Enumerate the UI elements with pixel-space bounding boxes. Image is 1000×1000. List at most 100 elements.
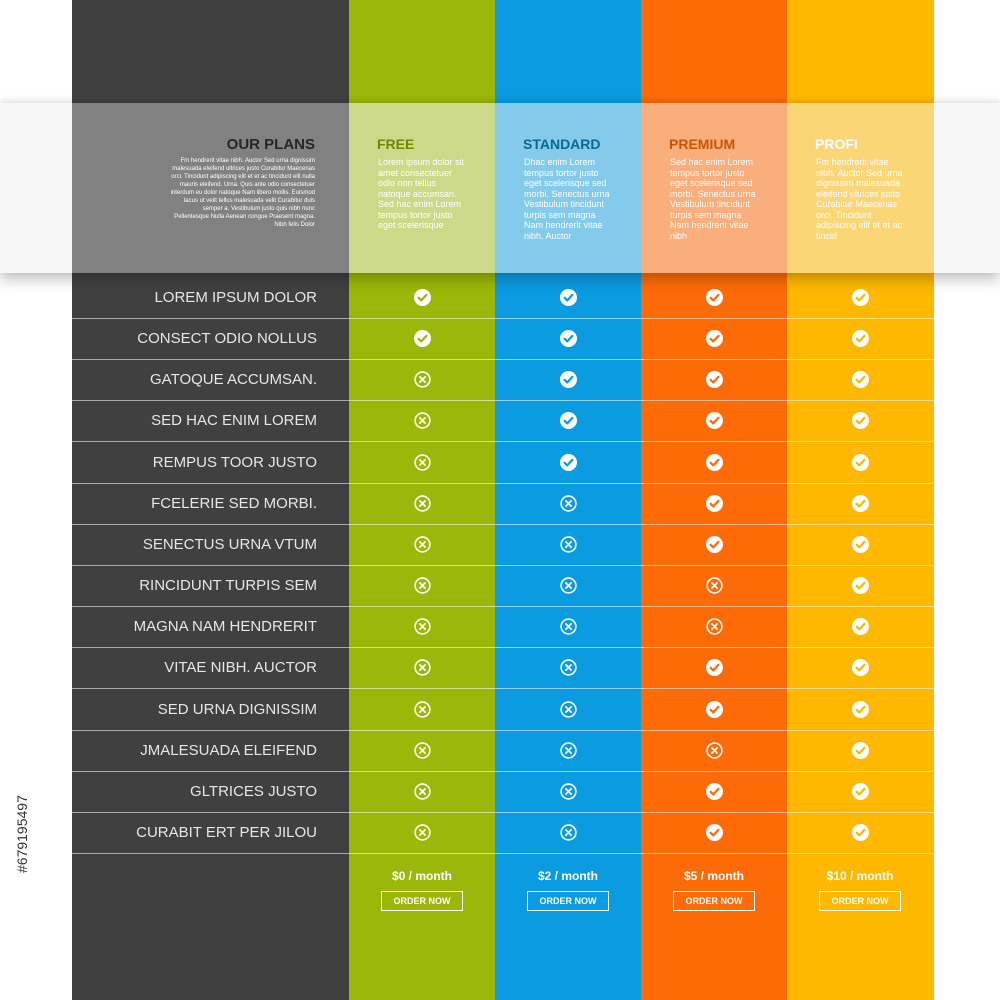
cross-icon [413,577,431,594]
cross-icon [559,536,577,553]
feature-cell-profi [787,442,933,483]
feature-cell-free [349,524,495,565]
plan-description-profi: Fm hendrerit vitae nibh. Auctor Sed urna… [816,157,903,241]
check-icon [559,330,577,348]
plan-name-standard: STANDARD [523,136,601,152]
order-now-button-standard[interactable]: ORDER NOW [527,891,609,911]
check-icon [851,782,869,800]
feature-label: CONSECT ODIO NOLLUS [137,330,317,348]
feature-label: LOREM IPSUM DOLOR [154,289,317,306]
order-now-button-premium[interactable]: ORDER NOW [673,891,755,911]
feature-cell-standard [495,277,641,318]
cross-icon [413,371,431,388]
plan-description-free: Lorem ipsum dolor sit amet consectetuer … [378,157,465,230]
cross-icon [559,700,577,718]
check-icon [559,453,577,471]
order-now-button-free[interactable]: ORDER NOW [381,891,463,911]
cross-icon [705,618,723,635]
plan-header-profi: PROFI Fm hendrerit vitae nibh. Auctor Se… [787,103,934,273]
cross-icon [413,741,431,759]
feature-cell-premium [641,730,787,771]
plan-header-standard: STANDARD Dhac enim Lorem tempus tortor j… [495,103,641,273]
plan-description-premium: Sed hac enim Lorem tempus tortor justo e… [670,157,756,241]
cross-icon [413,495,431,512]
feature-cell-standard [495,524,641,565]
order-now-button-profi[interactable]: ORDER NOW [819,891,901,911]
feature-cell-premium [641,318,787,359]
check-icon [851,700,869,718]
feature-cell-profi [787,318,933,359]
check-icon [559,289,577,306]
check-icon [851,577,869,595]
plan-name-free: FREE [377,136,415,152]
feature-cell-standard [495,483,641,524]
table-row: GLTRICES JUSTO [72,771,934,813]
feature-cell-free [349,318,495,359]
feature-cell-premium [641,689,787,730]
feature-cell-free [349,730,495,771]
feature-cell-standard [495,647,641,688]
feature-label: GATOQUE ACCUMSAN. [150,371,317,389]
feature-cell-standard [495,812,641,853]
cross-icon [413,783,431,800]
feature-label: CURABIT ERT PER JILOU [136,823,317,841]
feature-cell-premium [641,442,787,483]
feature-label: SED URNA DIGNISSIM [157,700,317,718]
feature-label: FCELERIE SED MORBI. [151,494,317,512]
cross-icon [559,618,577,635]
plan-name-premium: PREMIUM [669,136,736,152]
table-row: RINCIDUNT TURPIS SEM [72,565,934,608]
plans-header-band: OUR PLANS Fm hendrerit vitae nibh. Aucto… [0,103,1000,273]
check-icon [851,412,869,430]
check-icon [705,371,723,389]
cross-icon [413,659,431,677]
our-plans-title: OUR PLANS [226,136,315,153]
check-icon [705,535,723,553]
feature-label: SED HAC ENIM LOREM [151,412,317,430]
cross-icon [413,618,431,635]
check-icon [851,289,869,306]
feature-cell-profi [787,565,933,606]
feature-cell-profi [787,277,933,318]
stock-id-label: #679195497 [14,795,30,873]
check-icon [705,659,723,677]
cross-icon [559,659,577,677]
check-icon [851,659,869,677]
check-icon [705,412,723,430]
feature-cell-free [349,400,495,441]
feature-cell-standard [495,771,641,812]
plan-description-standard: Dhac enim Lorem tempus tortor justo eget… [524,157,610,241]
table-row: SENECTUS URNA VTUM [72,524,934,566]
check-icon [851,741,869,759]
cross-icon [413,453,431,471]
feature-cell-premium [641,771,787,812]
feature-cell-free [349,483,495,524]
feature-cell-standard [495,359,641,400]
feature-cell-profi [787,689,933,730]
table-row: SED HAC ENIM LOREM [72,400,934,443]
cross-icon [559,495,577,512]
check-icon [851,823,869,841]
table-row: CONSECT ODIO NOLLUS [72,318,934,361]
feature-cell-standard [495,730,641,771]
feature-cell-premium [641,483,787,524]
check-icon [851,535,869,553]
cross-icon [413,536,431,553]
feature-cell-profi [787,606,933,647]
cross-icon [413,700,431,718]
our-plans-header: OUR PLANS Fm hendrerit vitae nibh. Aucto… [72,103,349,273]
check-icon [413,289,431,306]
feature-cell-standard [495,318,641,359]
feature-cell-premium [641,647,787,688]
feature-cell-free [349,689,495,730]
table-row: JMALESUADA ELEIFEND [72,730,934,772]
plan-header-premium: PREMIUM Sed hac enim Lorem tempus tortor… [641,103,787,273]
price-standard: $2 / month [537,869,598,883]
check-icon [705,700,723,718]
feature-cell-free [349,442,495,483]
feature-label: VITAE NIBH. AUCTOR [164,659,317,677]
feature-label: SENECTUS URNA VTUM [142,535,317,553]
feature-label: RINCIDUNT TURPIS SEM [139,577,317,595]
feature-cell-profi [787,812,933,853]
check-icon [705,330,723,348]
